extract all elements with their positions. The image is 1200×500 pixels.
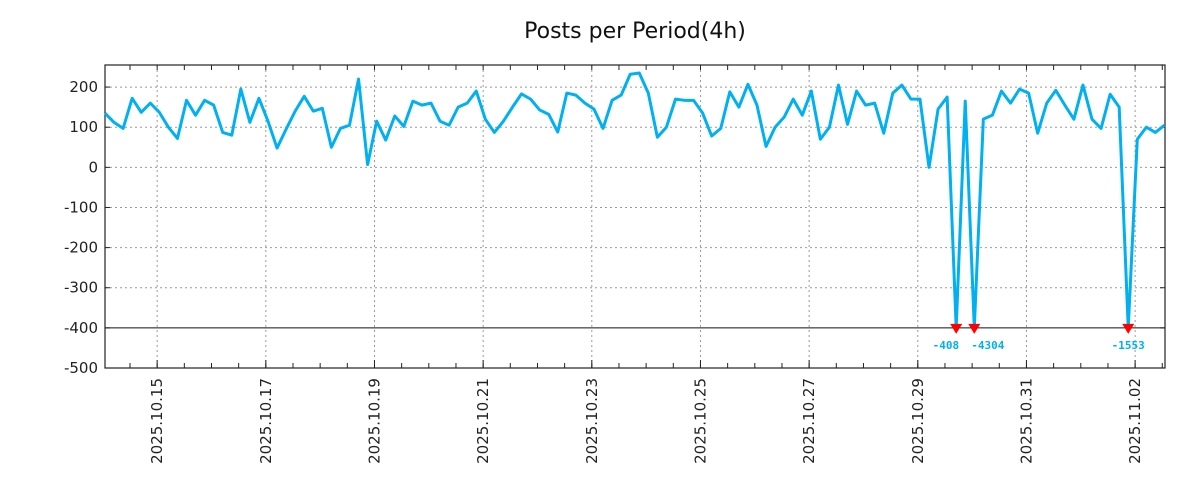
plot-frame (104, 64, 1166, 369)
clipped-value-label: -408 (933, 339, 960, 352)
clipped-marker (968, 323, 981, 334)
axes: 200 100 0 -100 -200 -300 -400 -500 2025.10.15 202… (64, 64, 1166, 464)
x-tick-label: 2025.10.29 (909, 378, 927, 464)
clipped-value-label: -4304 (971, 339, 1004, 352)
x-tick-label: 2025.10.23 (583, 378, 601, 464)
y-tick-label: -400 (64, 319, 98, 337)
x-tick-label: 2025.11.02 (1126, 378, 1144, 464)
x-tick-label: 2025.10.17 (257, 378, 275, 464)
clipped-marker (1122, 323, 1135, 334)
x-tick-label: 2025.10.19 (365, 378, 383, 464)
series-line (103, 71, 1166, 330)
clipped-marker (950, 323, 963, 334)
x-tick-label: 2025.10.31 (1017, 378, 1035, 464)
y-tick-label: -500 (64, 359, 98, 377)
series-posts (103, 71, 1166, 330)
x-tick-label: 2025.10.21 (474, 378, 492, 464)
y-tick-label: 100 (69, 118, 98, 136)
y-tick-label: -100 (64, 198, 98, 216)
y-tick-label: 0 (88, 158, 98, 176)
x-tick-label: 2025.10.25 (691, 378, 709, 464)
y-tick-label: 200 (69, 78, 98, 96)
y-tick-label: -200 (64, 239, 98, 257)
x-tick-label: 2025.10.27 (800, 378, 818, 464)
x-tick-label: 2025.10.15 (148, 378, 166, 464)
data-labels: -408 -4304 -1553 (933, 323, 1145, 352)
y-tick-label: -300 (64, 279, 98, 297)
chart-title: Posts per Period(4h) (524, 19, 746, 44)
clipped-value-label: -1553 (1112, 339, 1145, 352)
